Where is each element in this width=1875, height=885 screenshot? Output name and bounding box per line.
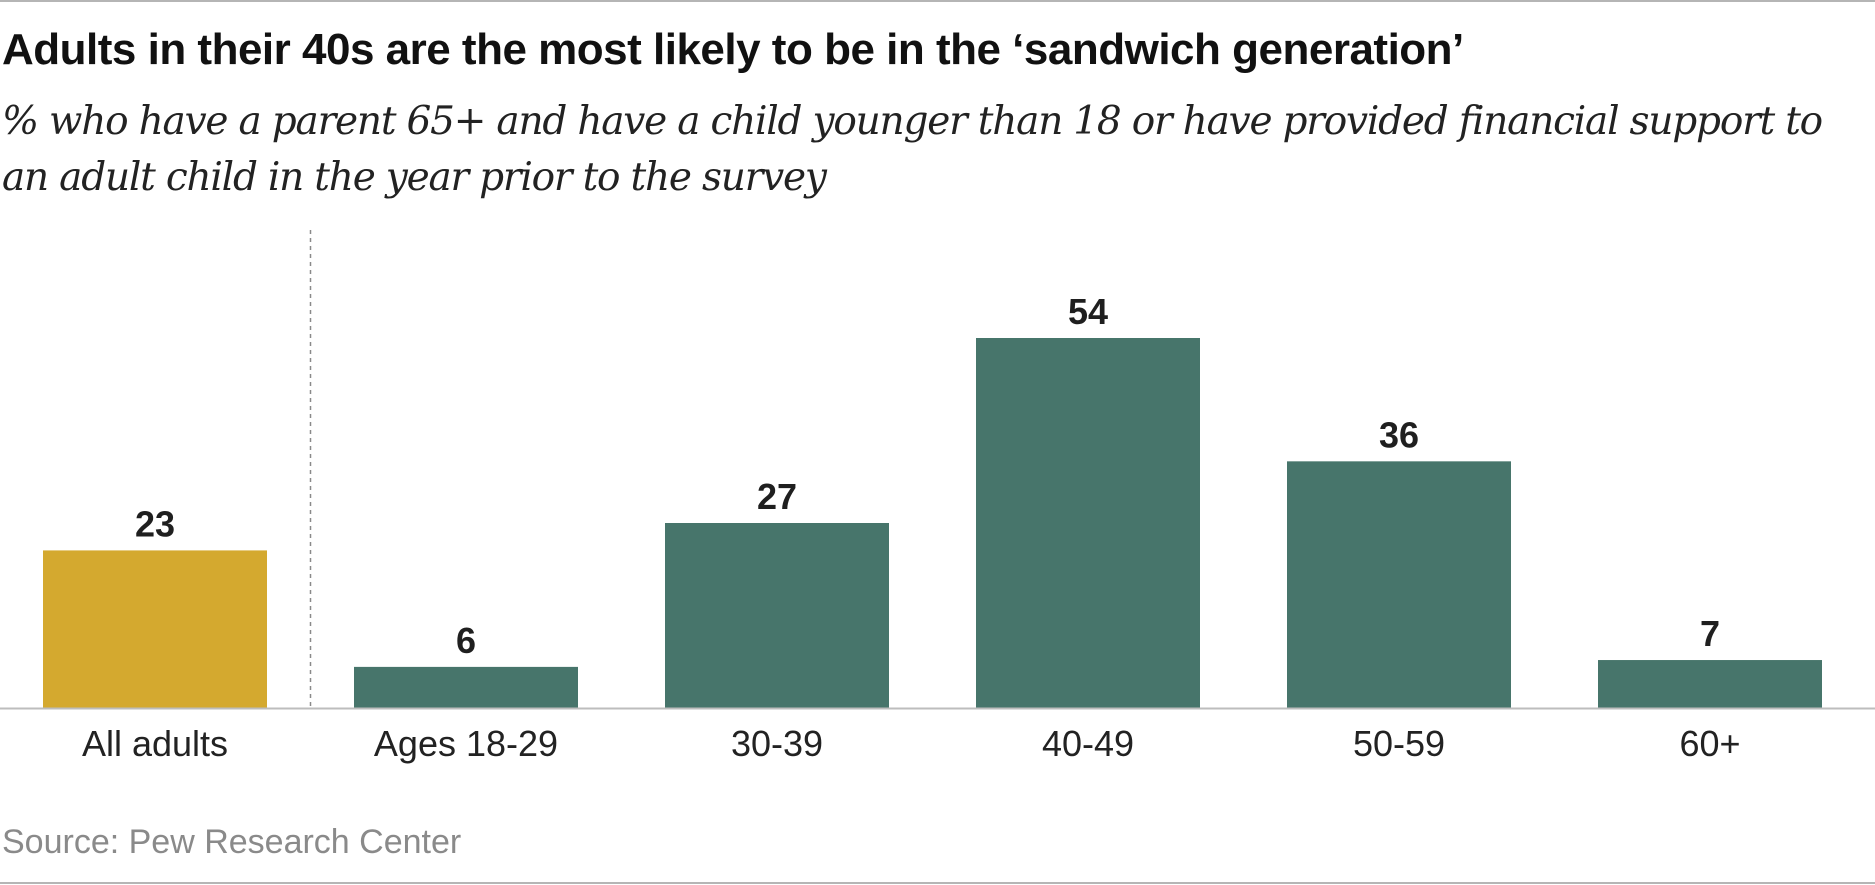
value-label-40-49: 54 (1068, 291, 1108, 332)
bottom-rule (0, 882, 1875, 884)
chart-subtitle: % who have a parent 65+ and have a child… (2, 99, 1823, 200)
value-label-50-59: 36 (1379, 414, 1419, 455)
category-label-ages-18-29: Ages 18-29 (374, 723, 558, 764)
source-note: Source: Pew Research Center (2, 823, 462, 861)
bar-ages-18-29 (354, 666, 578, 708)
bars-group (43, 338, 1822, 708)
bar-50-59 (1287, 461, 1511, 708)
value-labels-group: 23 6 27 54 36 7 (135, 291, 1720, 661)
top-rule (0, 0, 1875, 2)
value-label-ages-18-29: 6 (456, 620, 476, 661)
bar-40-49 (976, 338, 1200, 708)
value-label-all-adults: 23 (135, 503, 175, 544)
bar-chart: 23 6 27 54 36 7 All adults Ages 18-29 30-39 40-4… (0, 230, 1875, 764)
bar-30-39 (665, 523, 889, 708)
category-label-40-49: 40-49 (1042, 723, 1134, 764)
category-labels-group: All adults Ages 18-29 30-39 40-49 50-59 60+ (82, 723, 1741, 764)
value-label-60: 7 (1700, 613, 1720, 654)
category-label-50-59: 50-59 (1353, 723, 1445, 764)
chart-title: Adults in their 40s are the most likely … (2, 25, 1464, 74)
value-label-30-39: 27 (757, 476, 797, 517)
category-label-all-adults: All adults (82, 723, 228, 764)
category-label-60: 60+ (1679, 723, 1740, 764)
bar-all-adults (43, 550, 267, 708)
bar-60 (1598, 660, 1822, 708)
category-label-30-39: 30-39 (731, 723, 823, 764)
